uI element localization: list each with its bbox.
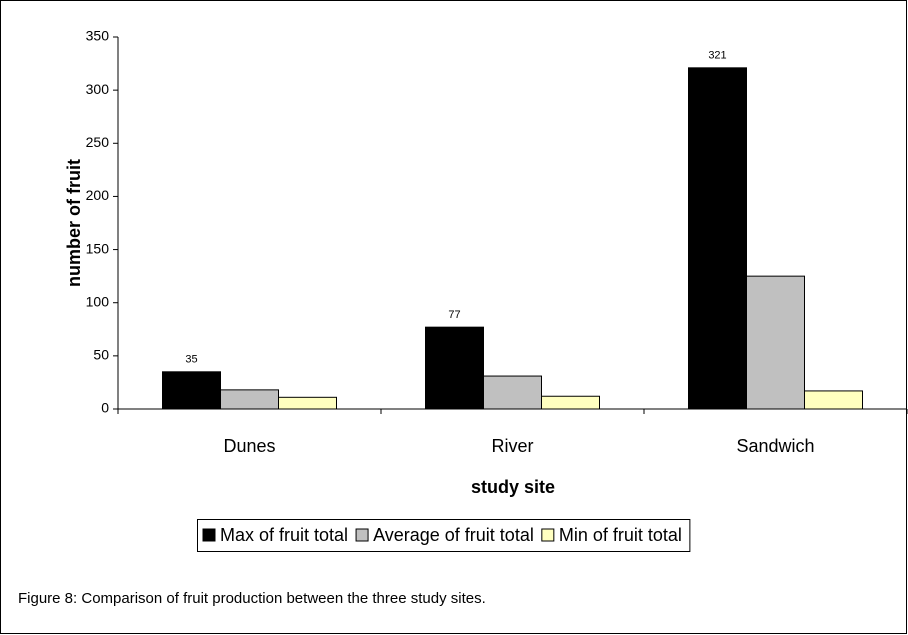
legend-label: Max of fruit total (220, 525, 348, 545)
y-axis-title: number of fruit (64, 159, 84, 287)
bar (162, 371, 221, 410)
legend-box (197, 519, 691, 552)
legend-swatch (541, 528, 555, 542)
legend-swatch (202, 528, 216, 542)
bar (804, 390, 863, 410)
bar (425, 326, 484, 410)
data-label: 77 (448, 309, 460, 321)
y-tick-label: 200 (86, 187, 110, 203)
data-label: 321 (708, 50, 726, 62)
legend-swatch (355, 528, 369, 542)
data-label: 35 (185, 354, 197, 366)
y-tick-label: 0 (101, 400, 109, 416)
x-axis-title: study site (471, 477, 555, 497)
y-tick-label: 150 (86, 240, 110, 256)
bar (220, 389, 279, 410)
y-tick-label: 300 (86, 81, 110, 97)
legend-label: Min of fruit total (559, 525, 682, 545)
y-tick-label: 350 (86, 28, 110, 44)
y-tick-label: 100 (86, 293, 110, 309)
x-tick-label: River (491, 436, 533, 456)
bar (541, 395, 600, 410)
x-tick-label: Sandwich (736, 436, 814, 456)
bar (483, 375, 542, 410)
y-tick-label: 50 (93, 347, 109, 363)
bar (746, 275, 805, 410)
x-tick-label: Dunes (223, 436, 275, 456)
legend-label: Average of fruit total (373, 525, 534, 545)
caption: Figure 8: Comparison of fruit production… (18, 590, 486, 607)
bar (688, 67, 747, 410)
y-tick-label: 250 (86, 134, 110, 150)
bar (278, 396, 337, 410)
